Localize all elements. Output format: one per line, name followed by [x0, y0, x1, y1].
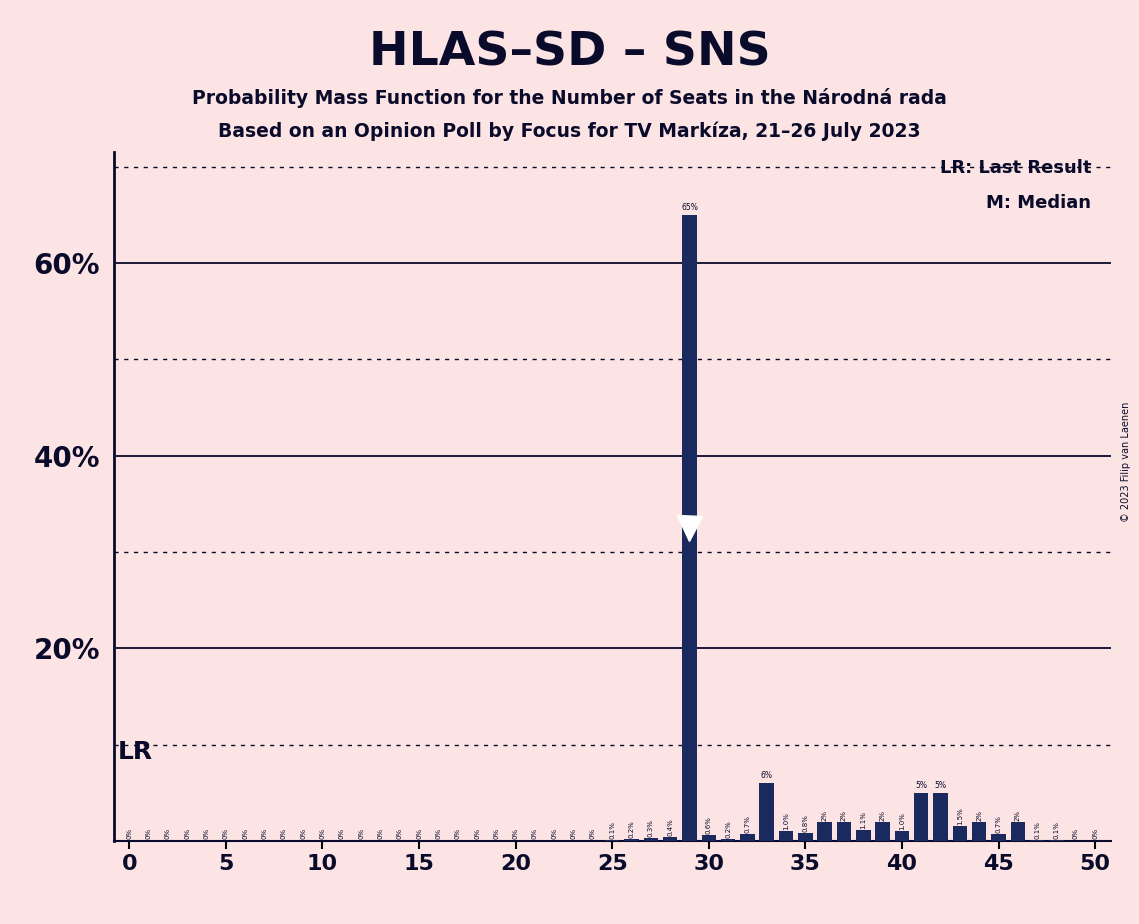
- Text: 0.2%: 0.2%: [726, 821, 731, 838]
- Bar: [1010, 821, 1025, 841]
- Text: 0%: 0%: [571, 828, 576, 839]
- Bar: [605, 840, 620, 841]
- Bar: [760, 783, 775, 841]
- Text: 0%: 0%: [146, 828, 151, 839]
- Text: 0%: 0%: [185, 828, 190, 839]
- Text: M: Median: M: Median: [986, 194, 1091, 212]
- Text: 5%: 5%: [916, 781, 927, 790]
- Text: 0%: 0%: [532, 828, 538, 839]
- Text: LR: LR: [117, 740, 153, 764]
- Text: 0.7%: 0.7%: [745, 815, 751, 833]
- Bar: [837, 821, 851, 841]
- Text: 0%: 0%: [1073, 828, 1079, 839]
- Text: 0.6%: 0.6%: [706, 816, 712, 834]
- Text: 0%: 0%: [377, 828, 384, 839]
- Bar: [1049, 840, 1064, 841]
- Text: 0.7%: 0.7%: [995, 815, 1001, 833]
- Text: 0.1%: 0.1%: [609, 821, 615, 839]
- Text: 0%: 0%: [590, 828, 596, 839]
- Text: 0%: 0%: [513, 828, 518, 839]
- Bar: [818, 821, 831, 841]
- Text: Probability Mass Function for the Number of Seats in the Národná rada: Probability Mass Function for the Number…: [192, 88, 947, 108]
- Text: HLAS–SD – SNS: HLAS–SD – SNS: [369, 30, 770, 76]
- Text: 0%: 0%: [435, 828, 442, 839]
- Bar: [682, 215, 697, 841]
- Text: 0%: 0%: [493, 828, 499, 839]
- Bar: [1030, 840, 1044, 841]
- Text: 0.1%: 0.1%: [1054, 821, 1059, 839]
- Bar: [933, 793, 948, 841]
- Bar: [624, 839, 639, 841]
- Bar: [913, 793, 928, 841]
- Text: 2%: 2%: [821, 809, 828, 821]
- Bar: [991, 834, 1006, 841]
- Text: 0%: 0%: [262, 828, 268, 839]
- Text: 1.0%: 1.0%: [782, 812, 789, 831]
- Text: 0%: 0%: [1092, 828, 1098, 839]
- Text: 6%: 6%: [761, 772, 772, 780]
- Text: 5%: 5%: [935, 781, 947, 790]
- Text: 0.2%: 0.2%: [629, 821, 634, 838]
- Bar: [876, 821, 890, 841]
- Text: Based on an Opinion Poll by Focus for TV Markíza, 21–26 July 2023: Based on an Opinion Poll by Focus for TV…: [219, 122, 920, 141]
- Text: © 2023 Filip van Laenen: © 2023 Filip van Laenen: [1121, 402, 1131, 522]
- Text: 2%: 2%: [976, 809, 982, 821]
- Text: 0%: 0%: [454, 828, 460, 839]
- Text: 0%: 0%: [551, 828, 557, 839]
- Text: 0%: 0%: [204, 828, 210, 839]
- Bar: [857, 831, 870, 841]
- Bar: [895, 832, 909, 841]
- Text: 2%: 2%: [841, 809, 847, 821]
- Bar: [644, 838, 658, 841]
- Bar: [798, 833, 812, 841]
- Text: 0.3%: 0.3%: [648, 819, 654, 837]
- Text: 0%: 0%: [358, 828, 364, 839]
- Bar: [972, 821, 986, 841]
- Bar: [952, 826, 967, 841]
- Bar: [663, 837, 678, 841]
- Bar: [779, 832, 793, 841]
- Bar: [721, 839, 736, 841]
- Text: 0%: 0%: [301, 828, 306, 839]
- Text: 0%: 0%: [126, 828, 132, 839]
- Bar: [740, 834, 755, 841]
- Text: 2%: 2%: [879, 809, 886, 821]
- Text: 0%: 0%: [165, 828, 171, 839]
- Text: 0.8%: 0.8%: [802, 814, 809, 833]
- Text: 1.5%: 1.5%: [957, 808, 962, 825]
- Bar: [702, 835, 716, 841]
- Text: 0%: 0%: [416, 828, 423, 839]
- Text: 0%: 0%: [320, 828, 326, 839]
- Text: 0.4%: 0.4%: [667, 819, 673, 836]
- Text: 0%: 0%: [281, 828, 287, 839]
- Text: 0%: 0%: [223, 828, 229, 839]
- Text: 2%: 2%: [1015, 809, 1021, 821]
- Text: 0%: 0%: [243, 828, 248, 839]
- Text: 0%: 0%: [474, 828, 480, 839]
- Text: 65%: 65%: [681, 203, 698, 213]
- Text: 0%: 0%: [396, 828, 403, 839]
- Text: LR: Last Result: LR: Last Result: [940, 159, 1091, 177]
- Text: 1.0%: 1.0%: [899, 812, 904, 831]
- Text: 0.1%: 0.1%: [1034, 821, 1040, 839]
- Text: 0%: 0%: [338, 828, 345, 839]
- Text: 1.1%: 1.1%: [860, 811, 867, 829]
